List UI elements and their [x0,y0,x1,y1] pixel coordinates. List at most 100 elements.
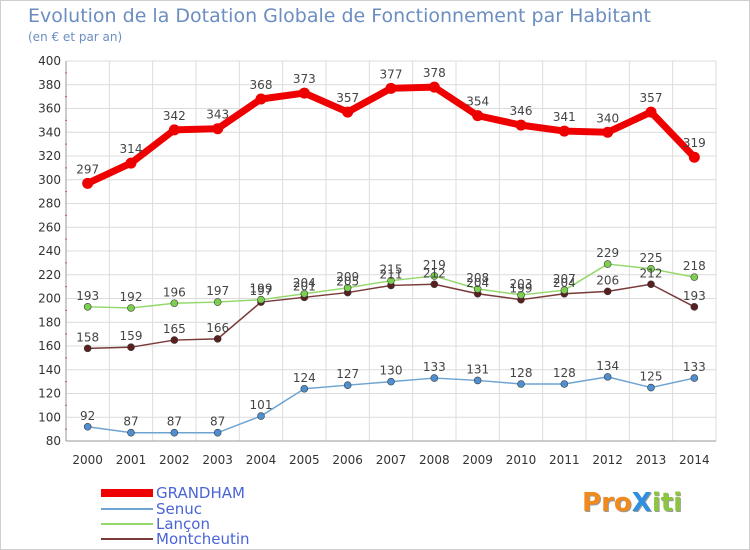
y-tick-label: 120 [38,387,61,401]
data-label: 377 [380,67,403,81]
data-point-1 [387,377,395,386]
y-tick-label: 140 [38,363,61,377]
data-label: 314 [120,142,143,156]
data-point-0 [558,125,570,137]
data-point-1 [560,380,569,388]
data-point-0 [688,151,700,163]
data-label: 378 [423,66,446,80]
data-label: 134 [596,359,619,373]
data-point-3 [170,336,179,344]
data-point-3 [83,344,92,353]
x-tick-label: 2013 [636,453,667,467]
legend-label-senuc: Senuc [156,500,203,518]
data-point-3 [213,335,222,343]
data-label: 342 [163,109,186,123]
data-point-2 [387,276,395,285]
data-label: 128 [553,366,576,380]
data-label: 130 [380,364,403,378]
x-tick-label: 2004 [246,453,277,467]
data-point-3 [430,280,439,289]
legend-swatch-montcheutin [101,538,153,540]
data-point-1 [473,376,482,385]
legend-swatch-senuc [101,508,153,510]
data-label: 203 [510,277,533,291]
data-point-3 [647,280,655,289]
data-label: 128 [510,366,533,380]
data-label: 133 [683,360,706,374]
data-label: 215 [380,263,403,277]
data-label: 205 [336,275,359,289]
y-tick-label: 80 [46,434,61,448]
proxiti-logo: ProXiti [582,488,683,518]
data-label: 193 [76,289,99,303]
data-point-1 [647,383,655,392]
y-tick-label: 300 [38,173,61,187]
y-tick-label: 240 [38,244,61,258]
data-label: 218 [683,259,706,273]
data-label: 131 [466,362,489,376]
y-tick-label: 100 [38,410,61,424]
chart-subtitle: (en € et par an) [28,30,123,44]
x-tick-label: 2008 [419,453,450,467]
y-tick-label: 180 [38,315,61,329]
x-tick-label: 2003 [202,453,233,467]
data-label: 357 [336,91,359,105]
data-label: 204 [293,276,316,290]
data-label: 209 [336,270,359,284]
legend-label-montcheutin: Montcheutin [156,530,250,548]
data-point-1 [603,373,612,381]
data-point-0 [472,110,484,122]
data-point-1 [83,422,92,431]
data-point-1 [430,374,439,382]
legend-label-lancon: Lançon [156,515,210,533]
data-point-0 [168,124,180,136]
legend-label-grandham: GRANDHAM [156,484,245,502]
data-label: 192 [120,290,143,304]
data-label: 166 [206,321,229,335]
y-tick-label: 320 [38,149,61,163]
data-label: 197 [250,284,273,298]
x-tick-label: 2012 [592,453,623,467]
data-label: 101 [250,398,273,412]
data-label: 208 [466,271,489,285]
data-point-2 [517,291,525,299]
data-label: 207 [553,272,576,286]
data-point-2 [343,284,352,292]
data-point-2 [647,265,655,273]
x-tick-label: 2001 [116,453,147,467]
data-point-1 [170,428,179,437]
x-tick-label: 2005 [289,453,320,467]
data-point-1 [690,374,699,382]
data-point-0 [298,87,310,99]
data-label: 343 [206,108,229,122]
data-label: 193 [683,289,706,303]
data-label: 368 [250,78,273,92]
data-label: 354 [466,95,489,109]
chart-title: Evolution de la Dotation Globale de Fonc… [28,5,651,27]
data-point-3 [690,303,699,311]
data-point-0 [125,157,137,169]
data-label: 199 [510,282,533,296]
data-point-2 [170,299,179,308]
x-tick-label: 2009 [462,453,493,467]
data-label: 127 [336,367,359,381]
data-point-0 [255,93,267,105]
data-point-2 [127,304,135,312]
data-point-1 [257,412,265,420]
y-tick-label: 260 [38,220,61,234]
data-point-2 [430,272,439,280]
data-label: 87 [167,415,182,429]
data-label: 346 [510,104,533,118]
x-tick-label: 2014 [679,453,710,467]
y-tick-label: 220 [38,268,61,282]
data-point-3 [603,287,612,296]
data-label: 201 [293,279,316,293]
data-label: 133 [423,360,446,374]
data-point-2 [690,273,699,281]
data-point-2 [473,285,482,293]
data-label: 204 [553,276,576,290]
y-tick-label: 380 [38,78,61,92]
x-tick-label: 2007 [376,453,407,467]
data-point-3 [127,343,135,351]
data-label: 159 [120,329,143,343]
